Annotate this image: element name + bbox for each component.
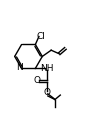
Text: Cl: Cl bbox=[37, 32, 46, 41]
Text: O: O bbox=[43, 88, 50, 97]
Text: O: O bbox=[33, 76, 40, 85]
Text: NH: NH bbox=[40, 64, 54, 73]
Text: N: N bbox=[16, 63, 23, 72]
